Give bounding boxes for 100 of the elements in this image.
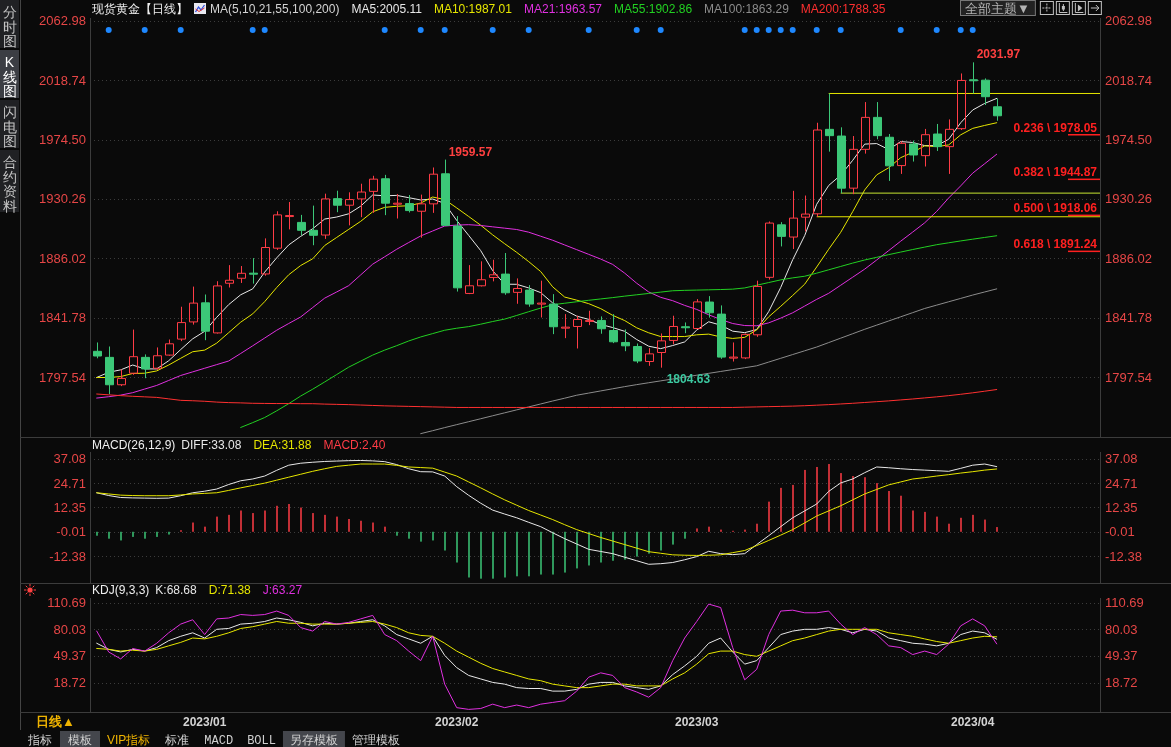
candlestick [993, 97, 1002, 122]
text: 分时图 [2, 4, 17, 49]
candlestick [309, 205, 318, 246]
chart-title: KDJ(9,3,3) [92, 583, 150, 597]
candlestick [765, 220, 774, 281]
candlestick [357, 183, 366, 218]
text: 1804.63 [666, 371, 711, 386]
candlestick [501, 252, 510, 296]
candlestick [609, 313, 618, 344]
text: K线图 [2, 54, 17, 99]
y-tick-label: 110.69 [47, 595, 86, 611]
candlestick [873, 101, 882, 140]
ref-line-label: 0.618 \ 1891.24 [1013, 237, 1098, 252]
candlestick [729, 341, 738, 363]
y-tick-label: 12.35 [53, 499, 86, 515]
y-tick-label: 2018.74 [39, 72, 86, 88]
line-series [96, 389, 998, 408]
candlestick [165, 339, 174, 357]
series-label: J:63.27 [262, 583, 303, 597]
candlestick [429, 166, 438, 214]
candlestick [141, 353, 150, 379]
y2-tick-label: 2062.98 [1105, 13, 1152, 29]
x-tick-label: 2023/02 [435, 715, 479, 729]
text: MA55:1902.86 [614, 2, 693, 16]
text: VIP指标 [107, 733, 151, 747]
text: DIFF:33.08 [181, 438, 242, 452]
y-tick-label: 1974.50 [39, 132, 86, 148]
y2-tick-label: -12.38 [1105, 548, 1142, 564]
candlestick [969, 61, 978, 94]
y2-tick-label: 12.35 [1105, 499, 1138, 515]
candlestick [933, 123, 942, 152]
candlestick [801, 195, 810, 232]
x-tick-label: 2023/01 [183, 715, 227, 729]
candlestick [105, 345, 114, 395]
candlestick [525, 284, 534, 308]
y-tick-label: 1886.02 [39, 250, 86, 266]
ref-line-label: 0.382 \ 1944.87 [1013, 165, 1098, 180]
ref-line-label: 0.500 \ 1918.06 [1013, 201, 1098, 216]
candlestick [225, 264, 234, 289]
candlestick [273, 210, 282, 251]
y2-tick-label: 24.71 [1105, 475, 1138, 491]
candlestick [945, 118, 954, 175]
candlestick [237, 265, 246, 284]
text: 另存模板 [289, 733, 338, 747]
y-tick-label: 49.37 [53, 648, 86, 664]
x-tick-label: 2023/03 [675, 715, 719, 729]
candlestick [837, 126, 846, 194]
y2-tick-label: 80.03 [1105, 621, 1138, 637]
candlestick [693, 298, 702, 330]
candlestick [813, 122, 822, 218]
candlestick [621, 328, 630, 352]
candlestick [93, 341, 102, 359]
text: MA10:1987.01 [433, 2, 513, 16]
text: D:71.38 [208, 583, 252, 597]
candlestick [825, 92, 834, 153]
y-tick-label: 80.03 [53, 621, 86, 637]
y-tick-label: 18.72 [53, 675, 86, 691]
y2-tick-label: 2018.74 [1105, 72, 1152, 88]
candlestick [285, 201, 294, 230]
text: BOLL [247, 734, 276, 747]
y2-tick-label: 1797.54 [1105, 369, 1152, 385]
text: MA5:2005.11 [351, 2, 423, 16]
text: 闪电图 [2, 104, 17, 149]
candlestick [369, 175, 378, 214]
candlestick [585, 310, 594, 326]
candlestick [453, 215, 462, 293]
y-tick-label: 1930.26 [39, 191, 86, 207]
line-series [240, 235, 998, 428]
candlestick [573, 315, 582, 349]
chart-title: MACD(26,12,9) [92, 438, 176, 452]
candlestick [489, 259, 498, 282]
candlestick [549, 293, 558, 335]
y-tick-label: 37.08 [53, 451, 86, 467]
candlestick [477, 260, 486, 287]
y2-tick-label: 18.72 [1105, 675, 1138, 691]
candlestick [189, 286, 198, 326]
candlestick [897, 140, 906, 175]
candlestick [645, 347, 654, 367]
candlestick [117, 368, 126, 387]
candlestick [393, 193, 402, 219]
y-tick-label: 1841.78 [39, 310, 86, 326]
candlestick [741, 332, 750, 360]
text: MACD:2.40 [323, 438, 386, 452]
line-series [96, 603, 998, 710]
candlestick [597, 315, 606, 335]
y2-tick-label: 1886.02 [1105, 250, 1152, 266]
candlestick [261, 237, 270, 277]
text: MA100:1863.29 [704, 2, 790, 16]
text: 1959.57 [448, 144, 493, 159]
x-tick-label: 2023/04 [951, 715, 995, 729]
text: MACD [204, 734, 234, 747]
line-series [420, 288, 998, 435]
candlestick [417, 194, 426, 239]
candlestick [321, 193, 330, 240]
candlestick [465, 264, 474, 295]
candlestick [381, 174, 390, 216]
chart-title: 现货黄金【日线】 [92, 2, 188, 16]
candlestick [405, 194, 414, 213]
y-tick-label: 24.71 [53, 475, 86, 491]
text: 标准 [164, 733, 190, 747]
